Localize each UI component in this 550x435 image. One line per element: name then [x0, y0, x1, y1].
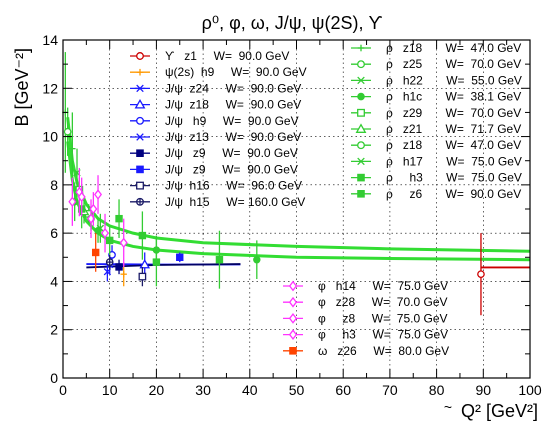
legend-entry: ρ h17 W= 75.0 GeV [351, 154, 522, 168]
legend-label: φ z28 W= 70.0 GeV [318, 295, 448, 309]
chart-title: ρ⁰, φ, ω, J/ψ, ψ(2S), ϒ [202, 13, 383, 33]
legend-label: ρ z6 W= 90.0 GeV [386, 187, 521, 201]
legend-label: ρ z29 W= 70.0 GeV [386, 106, 521, 120]
legend-label: J/ψ z9 W= 90.0 GeV [165, 146, 298, 160]
legend-label: φ h14 W= 75.0 GeV [318, 279, 448, 293]
legend-entry: φ h14 W= 75.0 GeV [283, 279, 448, 293]
legend-entry: φ h3 W= 75.0 GeV [283, 328, 448, 342]
legend-label: ρ z21 W= 71.7 GeV [386, 122, 521, 136]
y-tick-label: 4 [50, 273, 58, 289]
legend-label: ρ z18 W= 47.0 GeV [386, 41, 521, 55]
legend-entry: J/ψ z24 W= 90.0 GeV [130, 81, 301, 95]
legend-entry: φ z28 W= 70.0 GeV [283, 295, 448, 309]
legend-label: J/ψ z13 W= 90.0 GeV [165, 130, 301, 144]
x-tick-label: 10 [102, 382, 118, 398]
legend-entry: ρ z29 W= 70.0 GeV [351, 106, 521, 120]
legend-entry: ρ h1c W= 38.1 GeV [351, 90, 521, 104]
data-point [216, 231, 222, 289]
y-tick-label: 14 [42, 32, 58, 48]
legend-label: ω z26 W= 80.0 GeV [318, 344, 449, 358]
legend-label: ϒ z1 W= 90.0 GeV [165, 49, 289, 63]
legend-label: J/ψ z9 W= 90.0 GeV [165, 162, 298, 176]
data-point [116, 260, 122, 274]
x-tick-label: 40 [242, 382, 258, 398]
y-tick-label: 12 [42, 80, 58, 96]
legend-entry: ρ z18 W= 47.0 GeV [351, 138, 521, 152]
data-point [153, 238, 159, 286]
legend-label: ρ h1c W= 38.1 GeV [386, 90, 521, 104]
legend-entry: ρ z21 W= 71.7 GeV [351, 122, 521, 136]
x-axis-label: Q² [GeV²] [461, 401, 538, 421]
legend-entry: J/ψ z13 W= 90.0 GeV [130, 130, 301, 144]
legend-entry: ρ h22 W= 55.0 GeV [351, 73, 522, 87]
y-tick-label: 0 [50, 370, 58, 386]
legend-label: J/ψ h15 W= 160.0 GeV [165, 195, 305, 209]
y-tick-label: 10 [42, 129, 58, 145]
legend-label: ψ(2s) h9 W= 90.0 GeV [165, 65, 307, 79]
legend-label: ρ z25 W= 70.0 GeV [386, 57, 521, 71]
x-tick-label: 90 [476, 382, 492, 398]
legend: ϒ z1 W= 90.0 GeV ψ(2s) h9 W= 90.0 GeV J/ψ … [130, 41, 522, 358]
data-point [116, 199, 122, 238]
legend-label: ρ z18 W= 47.0 GeV [386, 138, 521, 152]
y-tick-label: 6 [50, 225, 58, 241]
legend-label: J/ψ z18 W= 90.0 GeV [165, 98, 301, 112]
legend-label: φ h3 W= 75.0 GeV [318, 328, 448, 342]
legend-entry: J/ψ z9 W= 90.0 GeV [130, 162, 298, 176]
data-point [478, 233, 484, 315]
legend-entry: ρ z6 W= 90.0 GeV [351, 187, 521, 201]
y-axis-label: B [GeV⁻²] [12, 48, 32, 127]
x-tick-label: 100 [518, 382, 542, 398]
x-tick-label: 20 [149, 382, 165, 398]
legend-label: φ z8 W= 75.0 GeV [318, 311, 448, 325]
x-tick-label: 60 [335, 382, 351, 398]
x-tick-label: 0 [59, 382, 67, 398]
data-point [177, 252, 183, 262]
legend-entry: J/ψ z18 W= 90.0 GeV [130, 98, 301, 112]
legend-entry: φ z8 W= 75.0 GeV [283, 311, 448, 325]
legend-entry: ω z26 W= 80.0 GeV [283, 344, 449, 358]
legend-entry: ϒ z1 W= 90.0 GeV [130, 49, 289, 63]
data-point [121, 219, 127, 267]
legend-entry: J/ψ h16 W= 96.0 GeV [130, 179, 302, 193]
x-tick-label: 80 [429, 382, 445, 398]
y-tick-label: 8 [50, 177, 58, 193]
legend-label: J/ψ h16 W= 96.0 GeV [165, 179, 302, 193]
legend-label: ρ h22 W= 55.0 GeV [386, 73, 522, 87]
legend-label: J/ψ h9 W= 90.0 GeV [165, 114, 299, 128]
x-tick-label: 30 [195, 382, 211, 398]
data-point [102, 214, 108, 253]
legend-label: J/ψ z24 W= 90.0 GeV [165, 81, 301, 95]
legend-entry: ρ h3 W= 75.0 GeV [351, 171, 522, 185]
x-tick-label: 70 [382, 382, 398, 398]
x-tick-label: 50 [289, 382, 305, 398]
legend-entry: J/ψ z9 W= 90.0 GeV [130, 146, 298, 160]
legend-label: ρ h17 W= 75.0 GeV [386, 154, 522, 168]
legend-label: ρ h3 W= 75.0 GeV [386, 171, 522, 185]
legend-entry: ρ z25 W= 70.0 GeV [351, 57, 521, 71]
y-tick-label: 2 [50, 322, 58, 338]
legend-entry: ρ z18 W= 47.0 GeV [351, 41, 521, 55]
stray-tilde-label: ~ [444, 399, 452, 415]
legend-entry: J/ψ h9 W= 90.0 GeV [130, 114, 299, 128]
